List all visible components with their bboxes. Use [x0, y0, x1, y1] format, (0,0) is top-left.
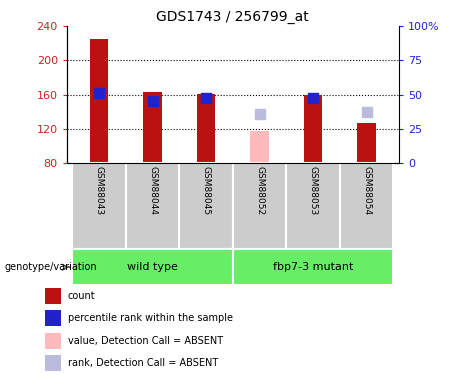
Text: wild type: wild type — [127, 262, 178, 272]
Text: genotype/variation: genotype/variation — [5, 262, 97, 272]
FancyBboxPatch shape — [340, 163, 393, 249]
FancyBboxPatch shape — [286, 163, 340, 249]
FancyBboxPatch shape — [72, 163, 126, 249]
Text: rank, Detection Call = ABSENT: rank, Detection Call = ABSENT — [68, 358, 218, 368]
Point — [256, 111, 263, 117]
Bar — [89, 39, 108, 163]
Point — [95, 90, 103, 96]
FancyBboxPatch shape — [179, 163, 233, 249]
Bar — [45, 355, 61, 371]
Text: percentile rank within the sample: percentile rank within the sample — [68, 313, 233, 323]
Point — [149, 98, 156, 104]
Bar — [197, 94, 215, 163]
Bar — [304, 95, 323, 163]
FancyBboxPatch shape — [126, 163, 179, 249]
Text: GSM88053: GSM88053 — [308, 166, 318, 215]
Text: GSM88044: GSM88044 — [148, 166, 157, 215]
Bar — [250, 130, 269, 163]
FancyBboxPatch shape — [233, 163, 286, 249]
Bar — [143, 92, 162, 163]
Bar — [45, 288, 61, 304]
Text: GSM88043: GSM88043 — [95, 166, 103, 215]
Point — [202, 95, 210, 101]
Bar — [45, 310, 61, 326]
Text: GSM88052: GSM88052 — [255, 166, 264, 215]
Point — [309, 95, 317, 101]
FancyBboxPatch shape — [72, 249, 233, 285]
Text: GSM88045: GSM88045 — [201, 166, 211, 215]
Title: GDS1743 / 256799_at: GDS1743 / 256799_at — [156, 10, 309, 24]
Bar — [357, 123, 376, 163]
Bar — [45, 333, 61, 349]
Text: fbp7-3 mutant: fbp7-3 mutant — [273, 262, 353, 272]
Text: value, Detection Call = ABSENT: value, Detection Call = ABSENT — [68, 336, 223, 346]
Text: count: count — [68, 291, 95, 301]
Text: GSM88054: GSM88054 — [362, 166, 371, 215]
Point — [363, 109, 370, 115]
FancyBboxPatch shape — [233, 249, 393, 285]
